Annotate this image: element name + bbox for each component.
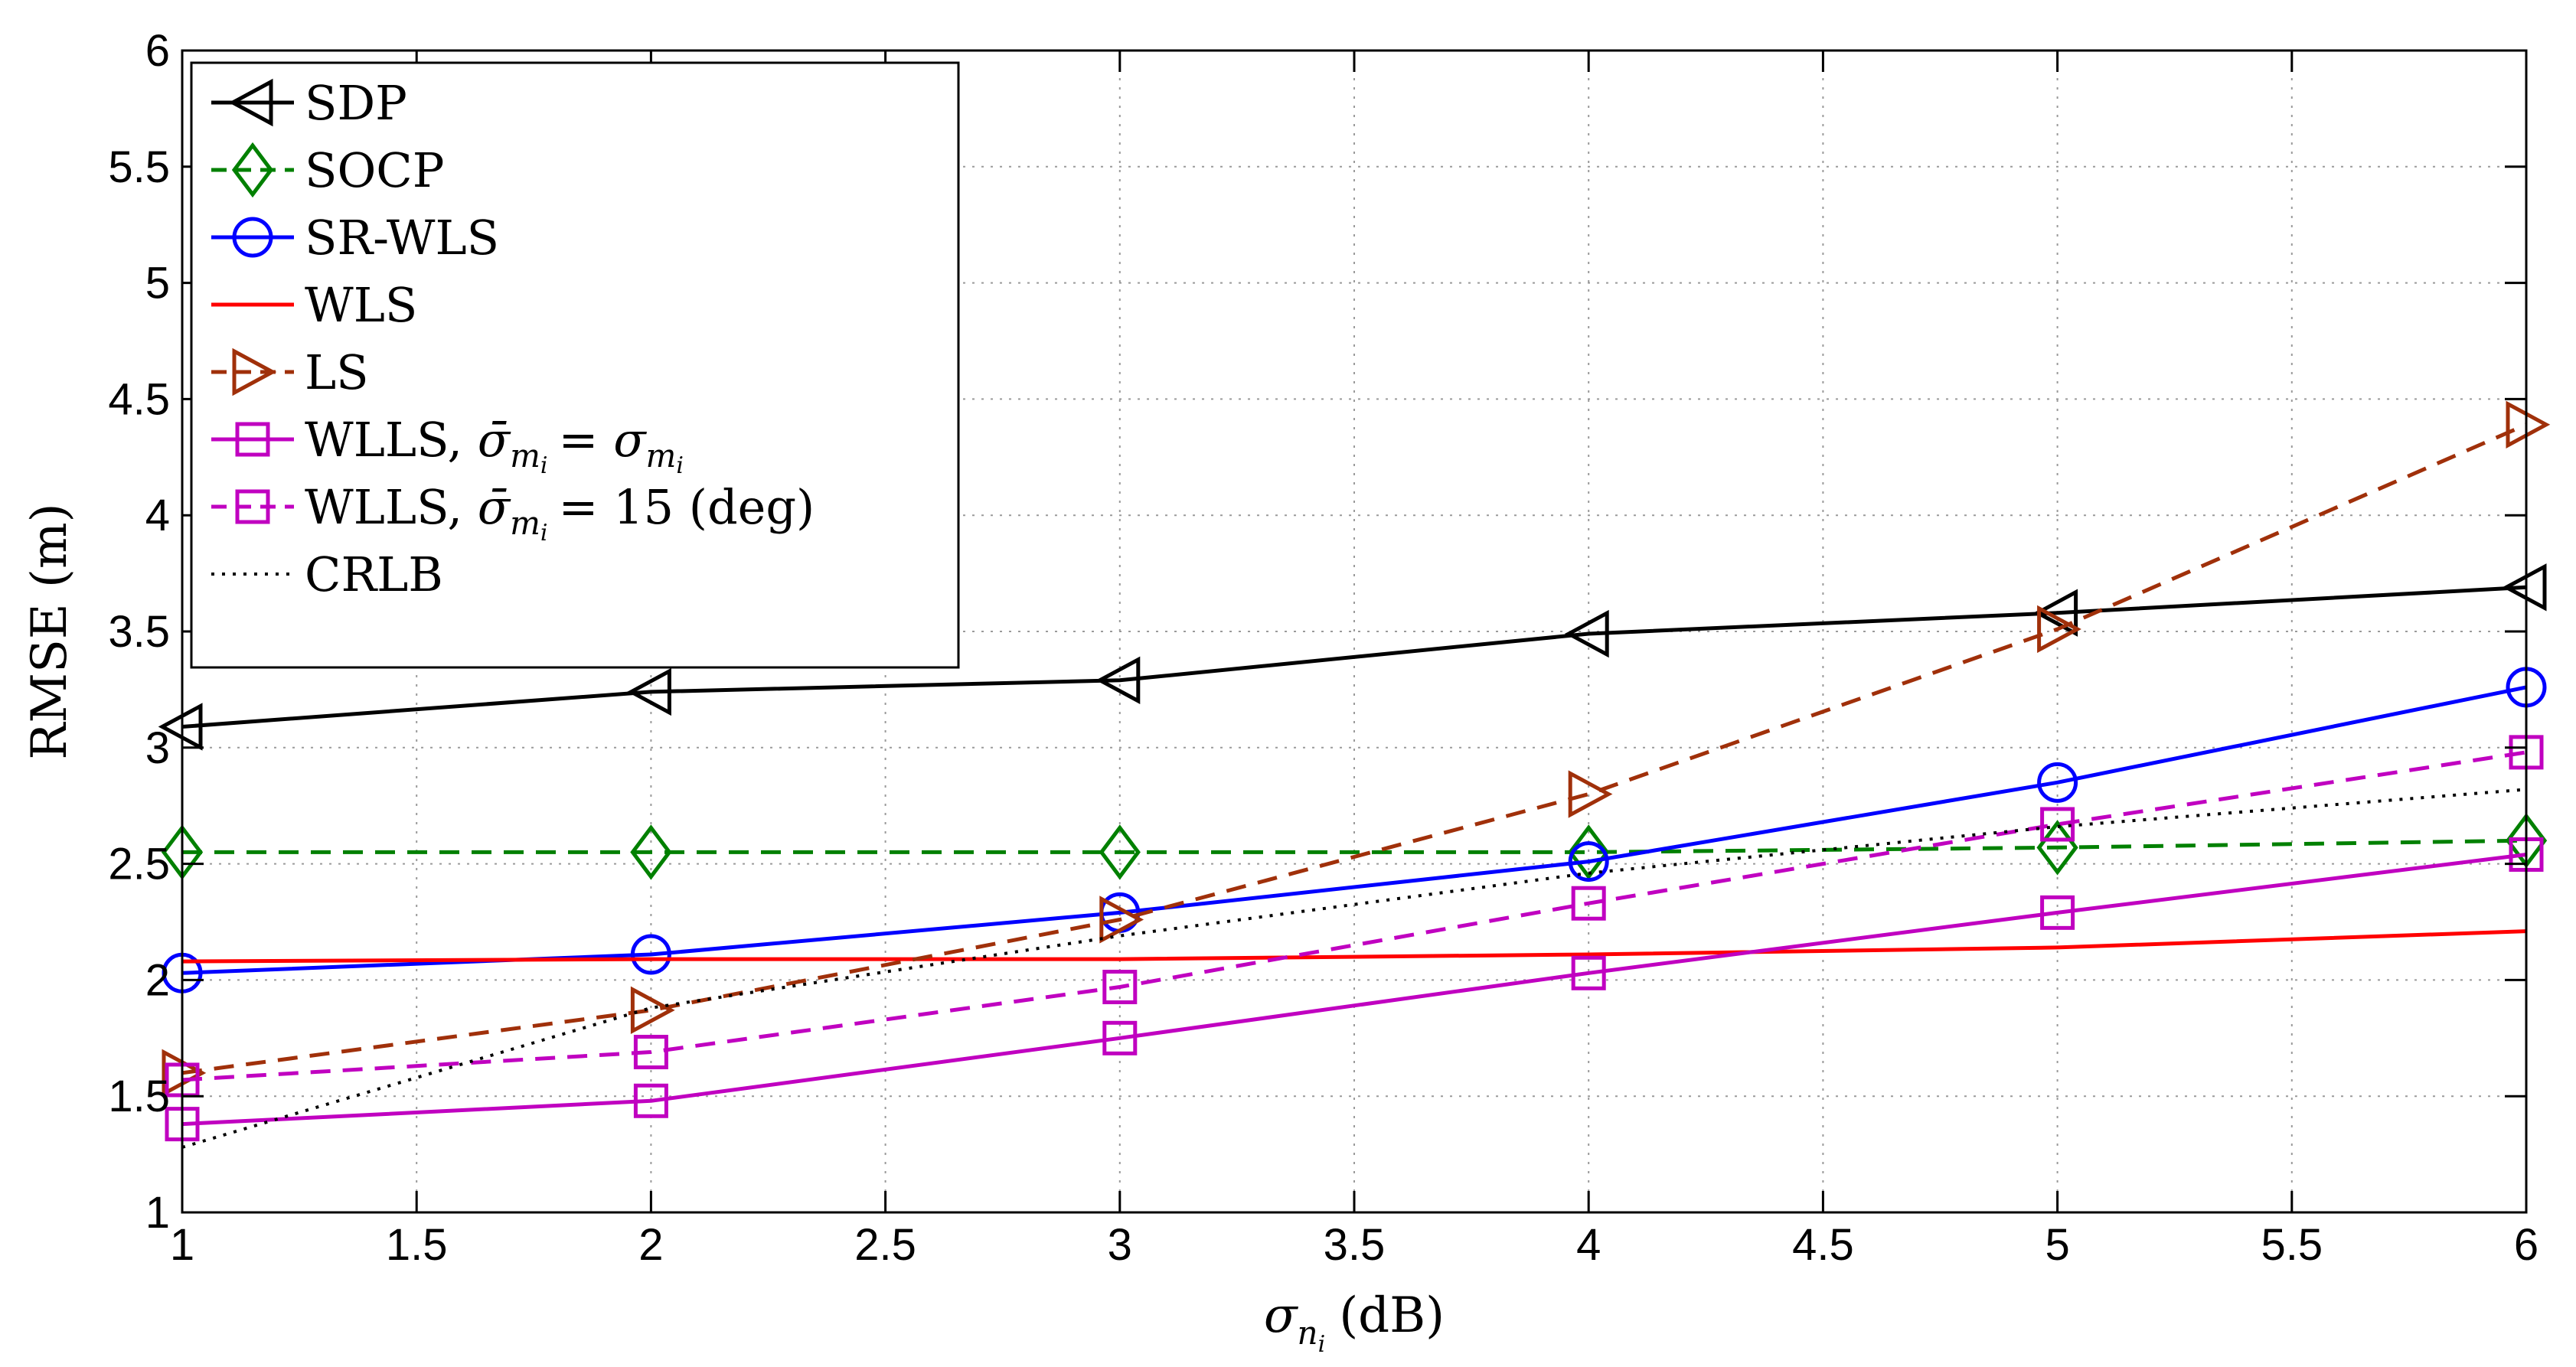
series-line bbox=[181, 788, 2527, 1149]
data-point-marker bbox=[630, 986, 675, 1035]
x-axis-label: σni (dB) bbox=[1264, 1287, 1445, 1358]
legend-label: SR-WLS bbox=[305, 210, 499, 266]
x-tick-label: 5 bbox=[2045, 1220, 2069, 1270]
series-line bbox=[181, 853, 2527, 1127]
x-tick-label: 4 bbox=[1576, 1220, 1601, 1270]
data-point-marker bbox=[630, 824, 672, 880]
y-tick-label: 4 bbox=[145, 491, 170, 540]
legend-entry-5: WLLS, σ̄mi = σmi bbox=[211, 412, 684, 479]
legend-entry-0: SDP bbox=[211, 75, 407, 131]
legend-label: WLLS, σ̄mi = 15 (deg) bbox=[305, 479, 815, 546]
x-axis-label-subsub: i bbox=[1318, 1331, 1326, 1358]
y-tick-label: 4.5 bbox=[108, 374, 170, 424]
legend-entry-4: LS bbox=[211, 344, 369, 400]
data-point-marker bbox=[1095, 656, 1141, 704]
series-wlls-5 bbox=[165, 837, 2544, 1142]
x-axis-label-unit: (dB) bbox=[1339, 1287, 1445, 1344]
x-tick-label: 3.5 bbox=[1324, 1220, 1386, 1270]
x-tick-label: 3 bbox=[1108, 1220, 1132, 1270]
x-tick-label: 2 bbox=[638, 1220, 663, 1270]
legend-entry-1: SOCP bbox=[211, 142, 444, 198]
y-tick-label: 2.5 bbox=[108, 840, 170, 889]
data-point-marker bbox=[1099, 896, 1144, 944]
data-point-marker bbox=[2040, 807, 2075, 842]
data-point-marker bbox=[1102, 1020, 1138, 1055]
series-wls-3 bbox=[181, 929, 2527, 964]
x-tick-label: 6 bbox=[2514, 1220, 2538, 1270]
legend-swatch-marker bbox=[235, 422, 270, 457]
data-point-marker bbox=[2033, 589, 2078, 637]
legend-entry-7: CRLB bbox=[211, 546, 443, 602]
legend-label: WLS bbox=[305, 277, 417, 333]
data-point-marker bbox=[627, 667, 671, 716]
axis-ticks: 1 1.5 2 2.5 3 3.5 4 4.5 5 5.5 6 1 1.5 2 2.5 3 3.5 4 4.5 5 5.… bbox=[108, 26, 2538, 1270]
y-tick-label: 1.5 bbox=[108, 1072, 170, 1121]
legend-entry-6: WLLS, σ̄mi = 15 (deg) bbox=[211, 479, 815, 546]
data-point-marker bbox=[630, 934, 671, 975]
x-tick-label: 2.5 bbox=[854, 1220, 916, 1270]
data-point-marker bbox=[1568, 841, 1609, 883]
x-axis-label-symbol: σ bbox=[1264, 1287, 1299, 1344]
legend-entry-3: WLS bbox=[211, 277, 417, 333]
data-point-marker bbox=[1568, 824, 1610, 880]
data-point-marker bbox=[2040, 895, 2075, 930]
y-axis-label: RMSE (m) bbox=[21, 503, 78, 759]
y-tick-label: 6 bbox=[145, 26, 170, 76]
data-point-marker bbox=[1102, 970, 1138, 1005]
series-crlb-7 bbox=[181, 788, 2527, 1149]
series-lines bbox=[158, 400, 2551, 1149]
legend-label: SDP bbox=[305, 75, 407, 131]
y-tick-label: 5 bbox=[145, 259, 170, 308]
legend-swatch-marker bbox=[235, 489, 270, 524]
x-axis-label-sub: n bbox=[1298, 1314, 1318, 1352]
series-line bbox=[181, 585, 2527, 729]
legend-swatch-marker bbox=[231, 142, 274, 198]
x-tick-label: 4.5 bbox=[1792, 1220, 1854, 1270]
y-tick-label: 3.5 bbox=[108, 607, 170, 657]
legend-label: WLLS, σ̄mi = σmi bbox=[305, 412, 684, 479]
series-line bbox=[181, 422, 2527, 1075]
x-tick-label: 5.5 bbox=[2261, 1220, 2323, 1270]
x-tick-label: 1 bbox=[170, 1220, 194, 1270]
data-point-marker bbox=[2037, 605, 2081, 654]
data-point-marker bbox=[1568, 770, 1613, 818]
data-point-marker bbox=[633, 1035, 668, 1070]
legend-label: LS bbox=[305, 344, 369, 400]
series-line bbox=[181, 929, 2527, 964]
x-tick-label: 1.5 bbox=[386, 1220, 448, 1270]
legend-swatch-marker bbox=[232, 347, 277, 396]
legend-entry-2: SR-WLS bbox=[211, 210, 499, 266]
legend-swatch-marker bbox=[228, 78, 273, 127]
series-line bbox=[182, 838, 2527, 854]
y-tick-label: 2 bbox=[145, 955, 170, 1005]
y-tick-label: 5.5 bbox=[108, 142, 170, 192]
svg-text:σni(dB): σni (dB) bbox=[1264, 1287, 1445, 1358]
legend-box bbox=[190, 61, 960, 669]
data-point-marker bbox=[1571, 886, 1606, 921]
legend-label: CRLB bbox=[305, 546, 443, 602]
series-line bbox=[181, 750, 2527, 1082]
y-tick-label: 3 bbox=[145, 723, 170, 773]
data-point-marker bbox=[633, 1083, 668, 1118]
legend-label: SOCP bbox=[305, 142, 444, 198]
series-line bbox=[181, 685, 2527, 975]
y-tick-label: 1 bbox=[145, 1188, 170, 1238]
data-point-marker bbox=[1564, 609, 1609, 658]
data-point-marker bbox=[2037, 762, 2078, 803]
legend-swatch-marker bbox=[232, 217, 273, 258]
data-point-marker bbox=[1571, 955, 1606, 990]
data-point-marker bbox=[1099, 824, 1141, 880]
